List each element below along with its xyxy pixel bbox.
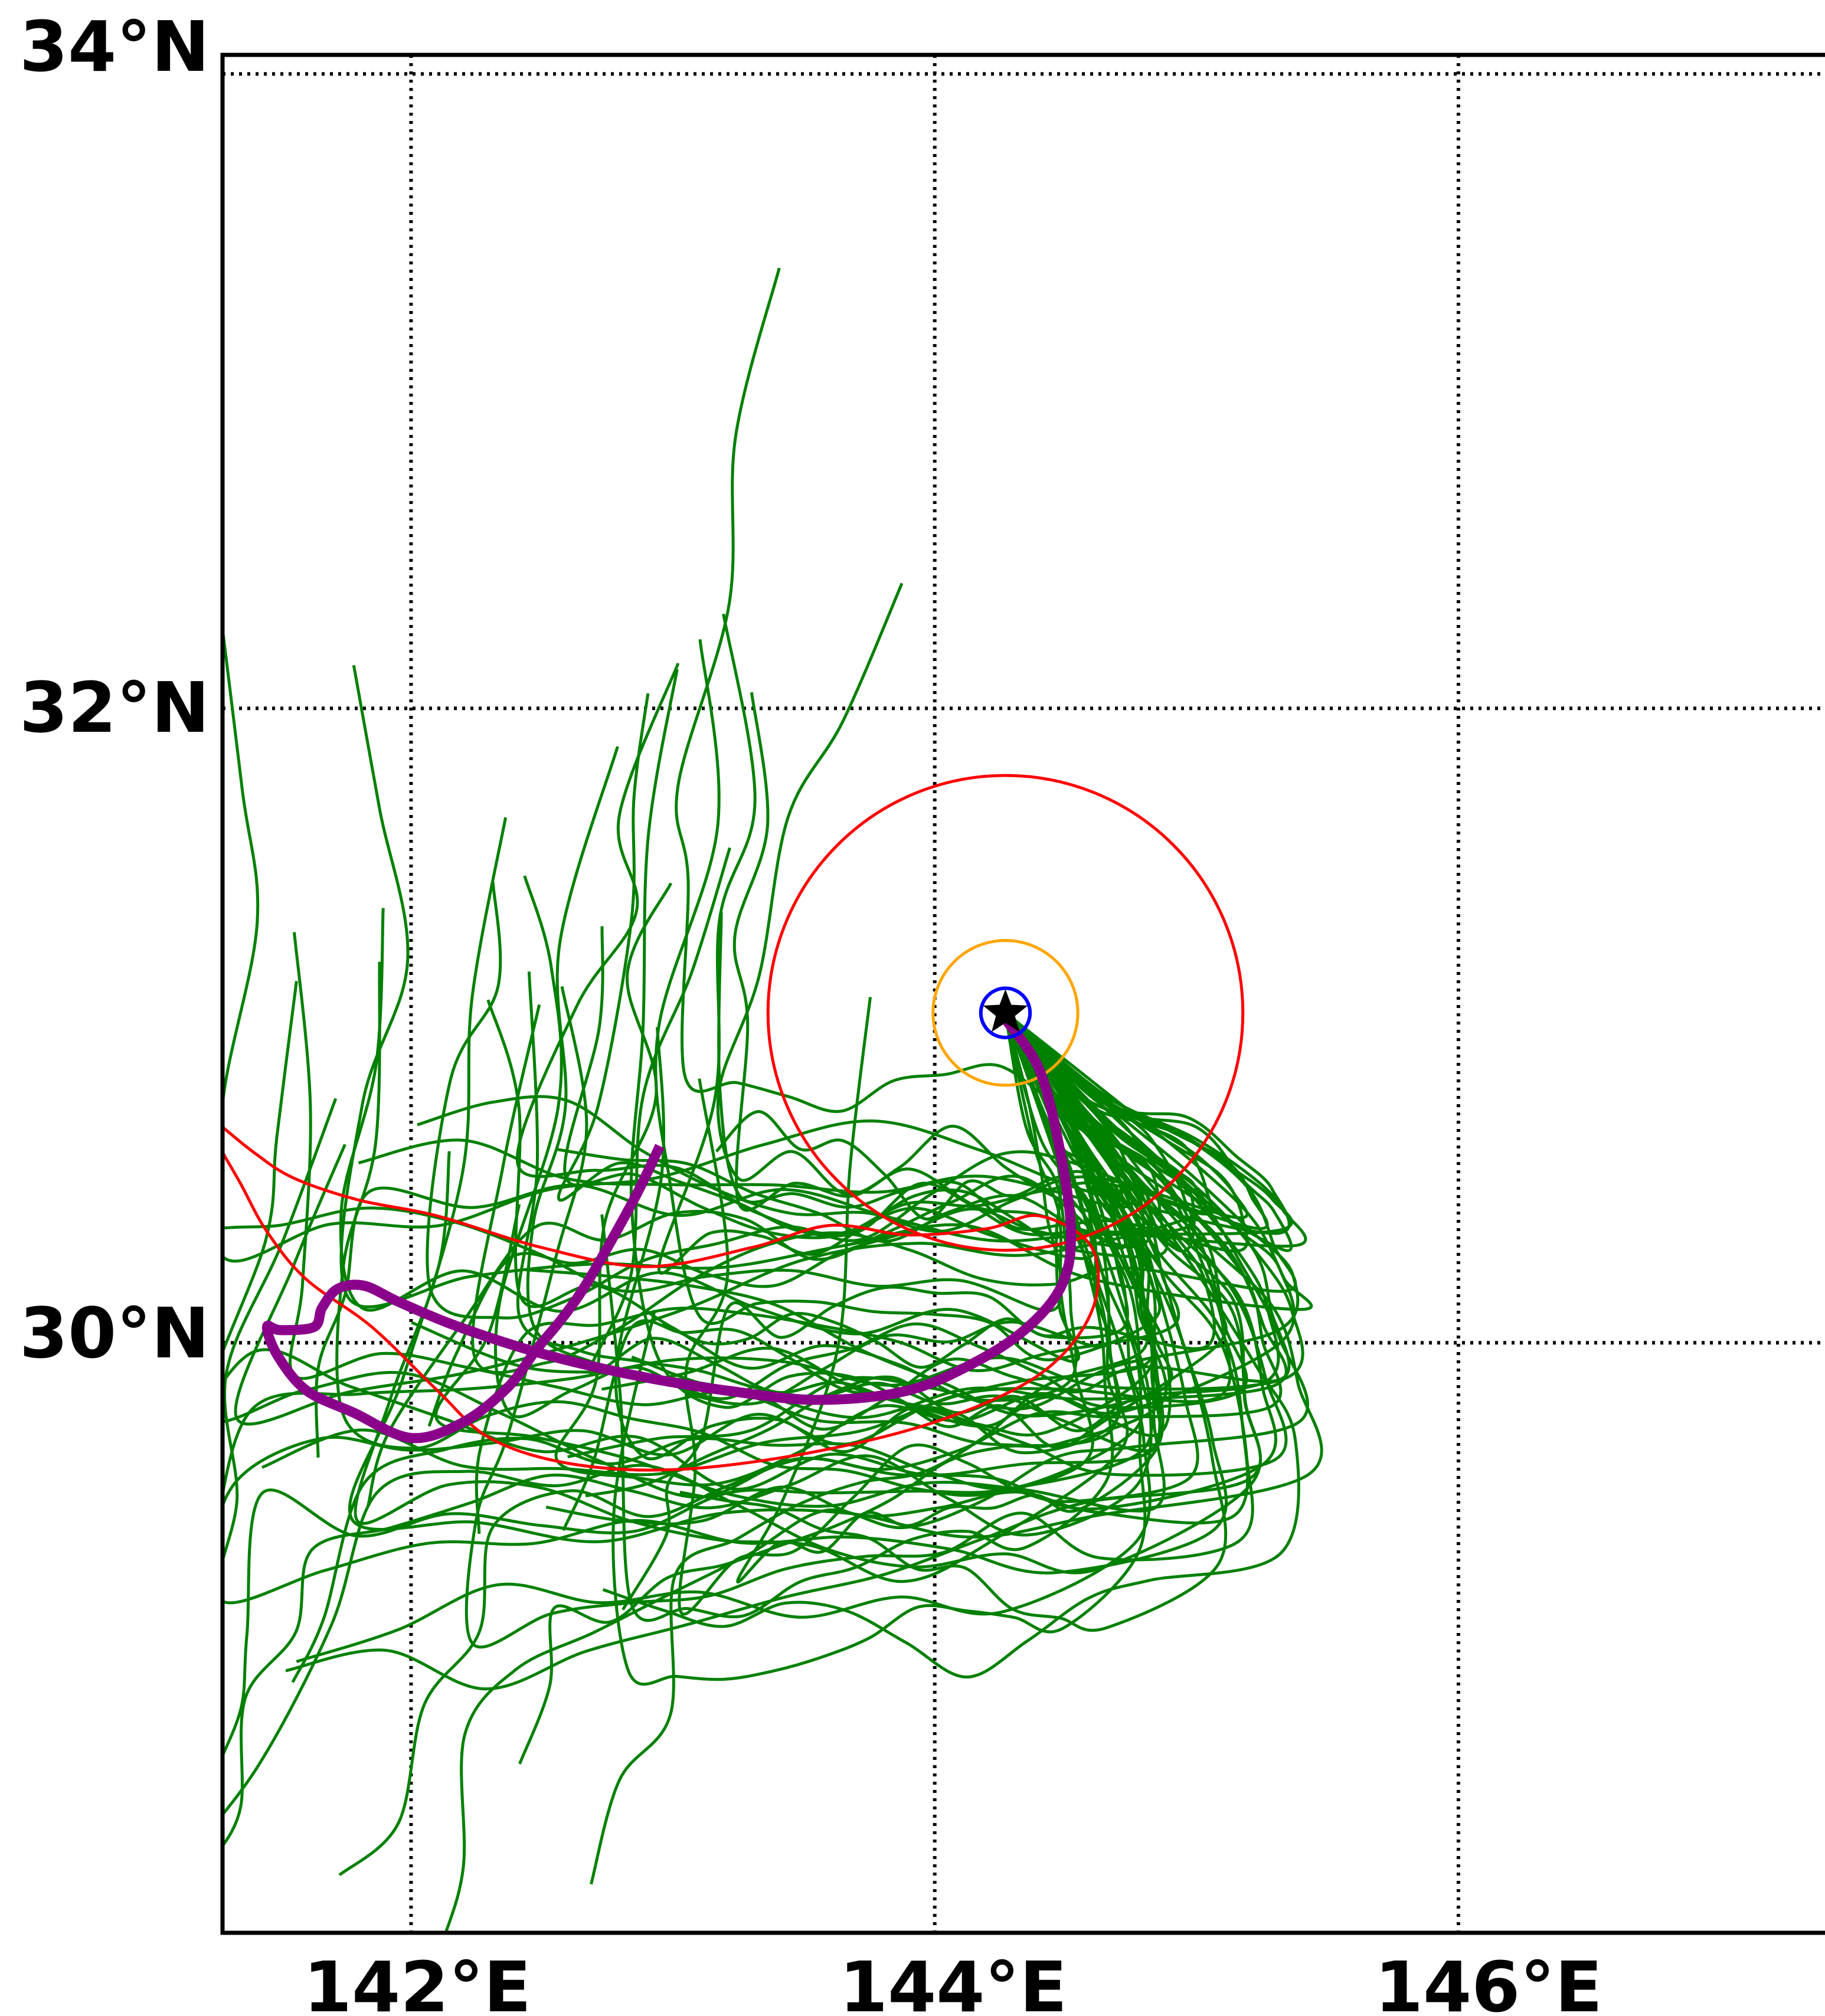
ensemble-track [444, 1012, 1309, 1933]
map-frame [220, 53, 1825, 1935]
ensemble-track [585, 1012, 1280, 1498]
ensemble-track [223, 1012, 1063, 1313]
lat-label-30n: 30°N [19, 1292, 210, 1374]
ensemble-track [554, 882, 1296, 1487]
ensemble-track [515, 662, 1097, 1261]
ensemble-track [223, 1012, 1162, 1491]
ensemble-track [223, 1012, 1262, 1817]
ensemble-track [417, 1012, 1249, 1233]
ensemble-track [367, 1012, 1127, 1507]
best-track-line [261, 1016, 1076, 1444]
ensemble-track [732, 692, 1194, 1236]
outer-circle [766, 774, 1245, 1252]
axis-labels: 34°N 32°N 30°N 142°E 144°E 146°E [19, 6, 1602, 2016]
ensemble-track [486, 999, 1078, 1402]
ensemble-track [588, 847, 1122, 1455]
ensemble-track [675, 267, 1293, 1252]
lat-label-34n: 34°N [19, 6, 210, 87]
ensemble-track [339, 665, 1313, 1311]
ensemble-track [716, 582, 1157, 1233]
lon-label-146e: 146°E [1375, 1946, 1602, 2016]
ensemble-track [338, 1012, 1283, 1877]
ensemble-track [426, 882, 1214, 1320]
ensemble-track [611, 1012, 1147, 1686]
ensemble-track [285, 1012, 1263, 1691]
red-contour-line [223, 1125, 1100, 1472]
ensemble-tracks [223, 267, 1323, 1933]
ensemble-track [518, 1012, 1168, 1765]
ensemble-track [602, 1012, 1300, 1679]
lat-label-32n: 32°N [19, 667, 210, 748]
lon-label-142e: 142°E [303, 1946, 531, 2016]
ensemble-track [471, 1004, 1297, 1374]
ensemble-track [567, 1012, 1300, 1459]
lon-label-144e: 144°E [839, 1946, 1067, 2016]
graticule [223, 55, 1825, 1933]
ensemble-track [223, 617, 1291, 1263]
inner-circle [979, 986, 1032, 1039]
ensemble-track [717, 912, 1249, 1253]
plot-area [223, 267, 1323, 1933]
ensemble-track [736, 997, 1165, 1584]
star-icon [983, 989, 1028, 1032]
ensemble-track [234, 1012, 1207, 1426]
ensemble-track [563, 926, 1269, 1239]
ensemble-track [600, 1012, 1114, 1622]
ensemble-track [223, 1012, 1153, 1759]
middle-circle [931, 939, 1080, 1087]
